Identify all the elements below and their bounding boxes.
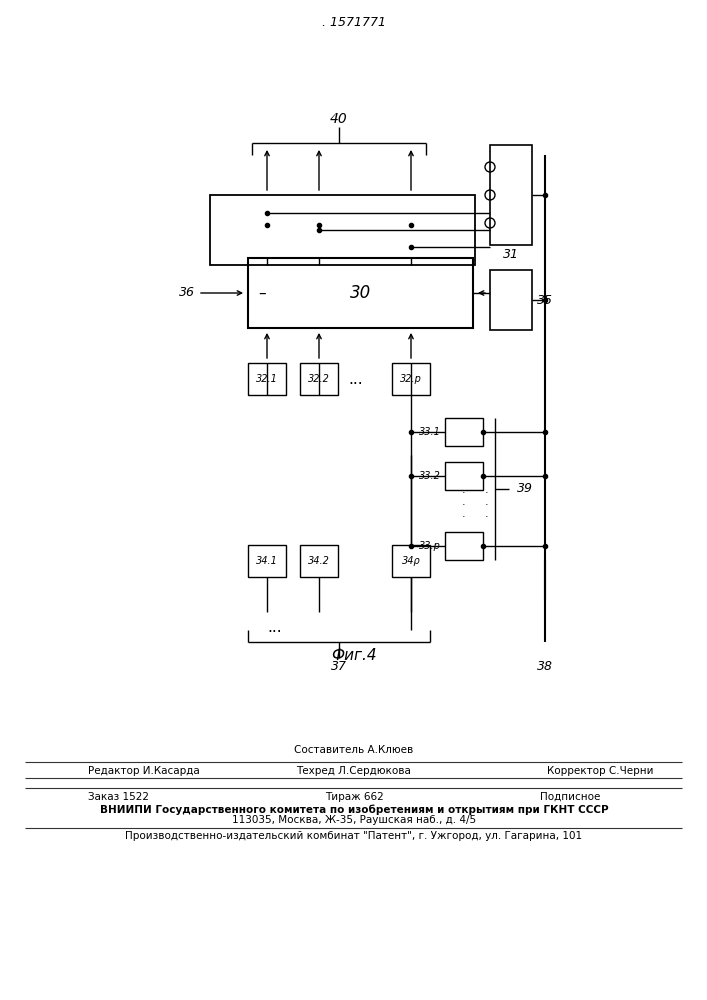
Text: 33.2: 33.2 — [419, 471, 441, 481]
Text: Производственно-издательский комбинат "Патент", г. Ужгород, ул. Гагарина, 101: Производственно-издательский комбинат "П… — [125, 831, 583, 841]
Text: .
.
.: . . . — [485, 485, 489, 519]
Text: 38: 38 — [537, 660, 553, 672]
Text: Подписное: Подписное — [540, 792, 600, 802]
Bar — [248, 363, 286, 395]
Text: Составитель А.Клюев: Составитель А.Клюев — [294, 745, 414, 755]
Text: ВНИИПИ Государственного комитета по изобретениям и открытиям при ГКНТ СССР: ВНИИПИ Государственного комитета по изоб… — [100, 805, 608, 815]
Text: Тираж 662: Тираж 662 — [325, 792, 383, 802]
Text: 32.p: 32.p — [400, 374, 422, 384]
Text: 113035, Москва, Ж-35, Раушская наб., д. 4/5: 113035, Москва, Ж-35, Раушская наб., д. … — [232, 815, 476, 825]
Text: 32.2: 32.2 — [308, 374, 330, 384]
Text: 34.2: 34.2 — [308, 556, 330, 566]
Text: 36: 36 — [179, 286, 195, 300]
Text: 33.1: 33.1 — [419, 427, 441, 437]
Text: Заказ 1522: Заказ 1522 — [88, 792, 149, 802]
Text: Фиг.4: Фиг.4 — [331, 648, 377, 662]
Text: 31: 31 — [503, 248, 519, 261]
Text: Корректор С.Черни: Корректор С.Черни — [547, 766, 653, 776]
Bar — [248, 545, 286, 577]
Bar — [490, 270, 532, 330]
Bar — [445, 532, 483, 560]
Text: 33.p: 33.p — [419, 541, 441, 551]
Text: .
.
.: . . . — [462, 485, 466, 519]
Text: 35: 35 — [537, 294, 553, 306]
Bar — [392, 545, 430, 577]
Bar — [445, 418, 483, 446]
Bar — [300, 545, 338, 577]
Text: 40: 40 — [330, 112, 348, 126]
Text: Редактор И.Касарда: Редактор И.Касарда — [88, 766, 200, 776]
Text: 34.1: 34.1 — [256, 556, 278, 566]
Text: 32.1: 32.1 — [256, 374, 278, 384]
Bar — [392, 363, 430, 395]
Bar — [210, 195, 475, 265]
Text: ...: ... — [349, 371, 363, 386]
Text: 34ρ: 34ρ — [402, 556, 421, 566]
Text: 39: 39 — [517, 483, 533, 495]
Text: . 1571771: . 1571771 — [322, 15, 386, 28]
Bar — [490, 145, 532, 245]
Text: 37: 37 — [331, 660, 347, 672]
Text: 30: 30 — [350, 284, 371, 302]
Text: Техред Л.Сердюкова: Техред Л.Сердюкова — [296, 766, 411, 776]
Text: ...: ... — [268, 619, 282, 635]
Text: –: – — [258, 286, 266, 300]
Bar — [248, 258, 473, 328]
Bar — [300, 363, 338, 395]
Bar — [445, 462, 483, 490]
